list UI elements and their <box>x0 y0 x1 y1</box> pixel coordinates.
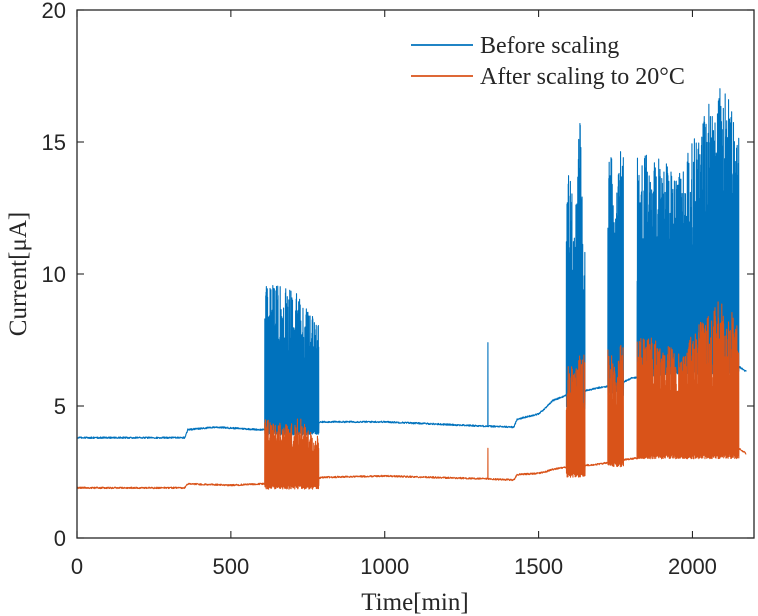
x-axis-label: Time[min] <box>361 589 468 616</box>
y-tick-label: 0 <box>54 526 66 551</box>
y-axis-label: Current[μA] <box>5 212 32 336</box>
y-tick-label: 10 <box>42 262 66 287</box>
legend: Before scaling After scaling to 20°C <box>411 33 685 90</box>
legend-label-2: After scaling to 20°C <box>480 64 685 90</box>
x-tick-label: 2000 <box>668 554 717 579</box>
series-line-2 <box>76 301 747 490</box>
series-line-1 <box>76 88 747 440</box>
y-tick-label: 20 <box>42 0 66 23</box>
y-tick-label: 5 <box>54 394 66 419</box>
x-tick-label: 500 <box>213 554 250 579</box>
series-layer <box>76 88 747 490</box>
y-tick-label: 15 <box>42 130 66 155</box>
ticks-layer: 0 500 1000 1500 2000 0 5 10 15 20 <box>42 0 754 579</box>
legend-label-1: Before scaling <box>480 33 619 59</box>
x-tick-label: 0 <box>71 554 83 579</box>
x-tick-label: 1500 <box>514 554 563 579</box>
x-tick-label: 1000 <box>360 554 409 579</box>
